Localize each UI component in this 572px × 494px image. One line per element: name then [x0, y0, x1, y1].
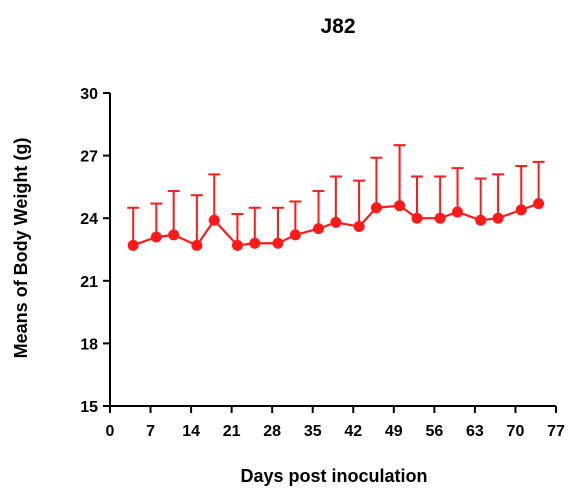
data-point: [515, 204, 527, 216]
data-point: [475, 214, 487, 226]
data-point: [208, 214, 220, 226]
x-tick-label: 63: [466, 423, 484, 440]
y-axis-label: Means of Body Weight (g): [11, 138, 31, 359]
data-point: [492, 212, 504, 224]
data-point: [127, 239, 139, 251]
data-point: [330, 216, 342, 228]
x-tick-label: 28: [263, 423, 281, 440]
chart-title: J82: [320, 15, 355, 38]
x-tick-label: 77: [547, 423, 565, 440]
x-tick-label: 70: [507, 423, 525, 440]
data-point: [533, 198, 545, 210]
x-tick-label: 56: [425, 423, 443, 440]
data-point: [289, 229, 301, 241]
x-tick-label: 0: [106, 423, 115, 440]
y-tick-label: 27: [80, 149, 98, 166]
data-point: [370, 202, 382, 214]
y-tick-label: 18: [80, 336, 98, 353]
x-tick-label: 21: [223, 423, 241, 440]
data-point: [272, 237, 284, 249]
data-point: [191, 239, 203, 251]
data-point: [394, 200, 406, 212]
x-tick-label: 42: [344, 423, 362, 440]
data-marks: [127, 144, 545, 251]
data-point: [353, 221, 365, 233]
x-axis-label: Days post inoculation: [240, 466, 427, 486]
y-tick-label: 30: [80, 86, 98, 103]
data-point: [452, 206, 464, 218]
axes: 15 18 21 24 27 30 0 7 14 21 28 35 42 49 56 63 70 77: [80, 86, 565, 440]
x-tick-label: 14: [182, 423, 200, 440]
y-tick-label: 15: [80, 399, 98, 416]
data-point: [150, 231, 162, 243]
data-point: [249, 237, 261, 249]
y-tick-label: 21: [80, 274, 98, 291]
data-point: [411, 212, 423, 224]
x-tick-label: 35: [304, 423, 322, 440]
data-point: [434, 212, 446, 224]
y-tick-label: 24: [80, 211, 98, 228]
x-tick-label: 7: [146, 423, 155, 440]
data-point: [168, 229, 180, 241]
data-point: [231, 239, 243, 251]
data-point: [313, 223, 325, 235]
x-tick-label: 49: [385, 423, 403, 440]
